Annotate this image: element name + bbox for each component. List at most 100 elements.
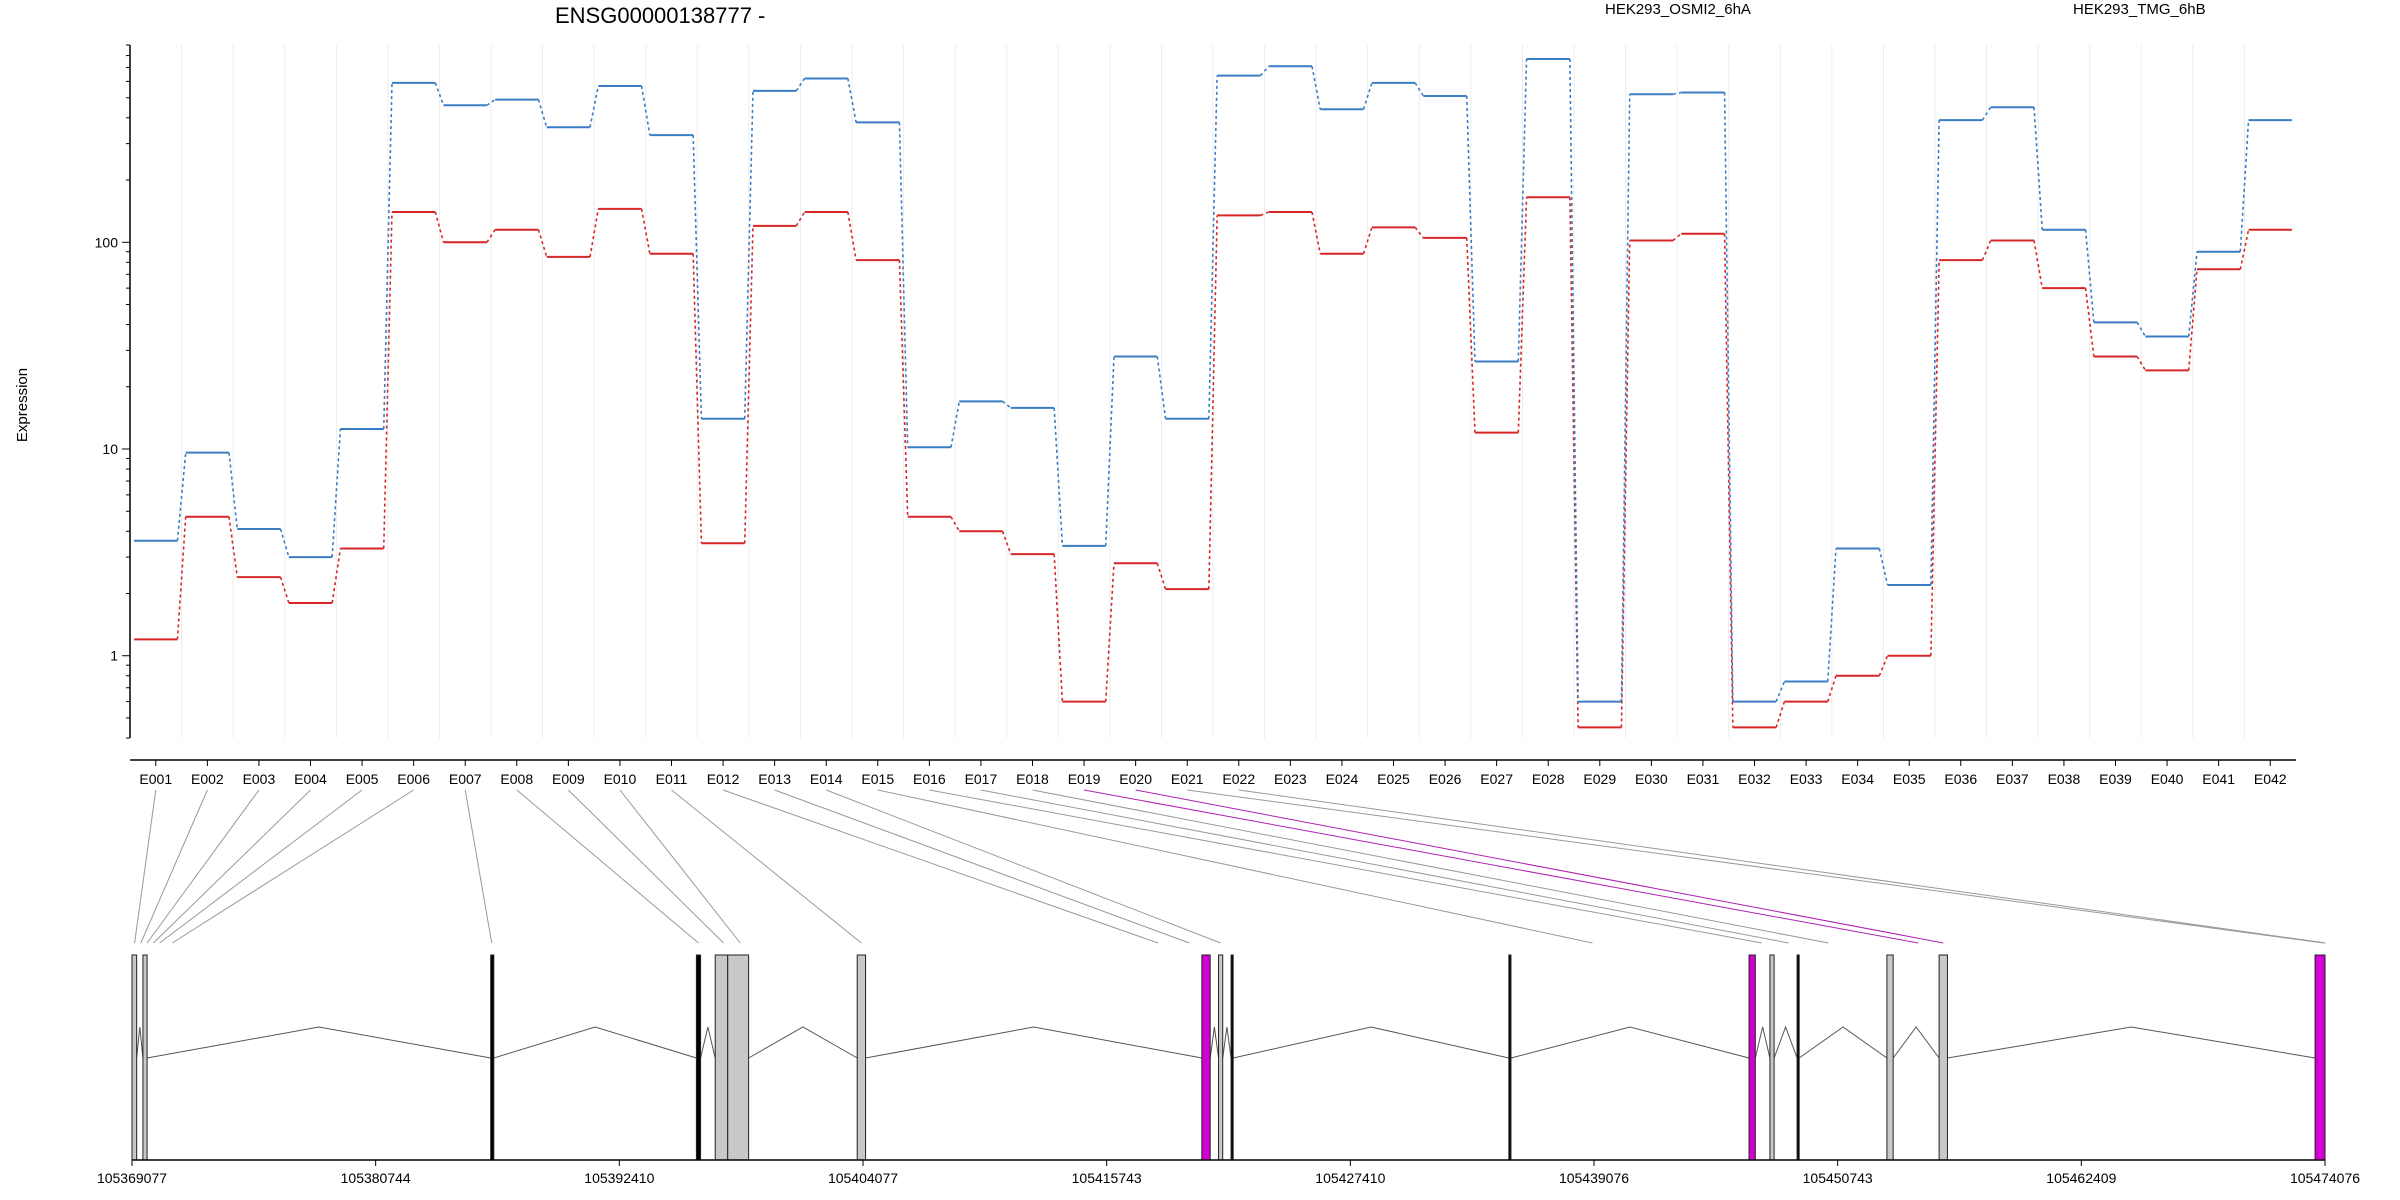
exon-link-line xyxy=(929,789,1762,944)
legend-series-a: HEK293_OSMI2_6hA xyxy=(1605,1,1751,18)
connector-line xyxy=(486,98,496,106)
exon-block xyxy=(1508,954,1512,1161)
chart-title: ENSG00000138777 - xyxy=(555,3,765,28)
exon-link-line xyxy=(464,789,493,944)
connector-line xyxy=(279,528,290,558)
exon-label: E019 xyxy=(1068,771,1101,787)
connector-line xyxy=(1826,675,1837,702)
intron-line xyxy=(493,1026,697,1059)
exon-block xyxy=(1748,954,1756,1161)
intron-line xyxy=(1510,1026,1750,1059)
connector-line xyxy=(640,85,651,136)
exon-label: E021 xyxy=(1171,771,1204,787)
connector-line xyxy=(434,82,445,106)
exon-label: E036 xyxy=(1944,771,1977,787)
exon-label: E028 xyxy=(1532,771,1565,787)
connector-line xyxy=(2187,251,2198,337)
exon-label: E033 xyxy=(1790,771,1823,787)
connector-line xyxy=(1414,226,1425,239)
connector-line xyxy=(1569,58,1579,702)
exon-label: E004 xyxy=(294,771,327,787)
connector-line xyxy=(950,516,960,532)
connector-line xyxy=(1156,563,1167,590)
connector-line xyxy=(1362,82,1373,110)
connector-line xyxy=(1311,66,1322,110)
exon-block xyxy=(142,954,148,1161)
exon-link-line xyxy=(159,789,363,944)
exon-label: E041 xyxy=(2202,771,2235,787)
connector-line xyxy=(2136,321,2147,337)
exon-block xyxy=(856,954,867,1161)
exon-block xyxy=(727,954,750,1161)
intron-line xyxy=(1209,1026,1220,1059)
connector-line xyxy=(589,208,600,257)
intron-line xyxy=(1947,1026,2316,1059)
connector-line xyxy=(1878,655,1889,677)
exon-label: E013 xyxy=(758,771,791,787)
connector-line xyxy=(898,122,909,448)
connector-line xyxy=(950,401,961,448)
connector-line xyxy=(1104,356,1115,546)
exon-link-line xyxy=(516,789,699,944)
exon-label: E002 xyxy=(191,771,224,787)
connector-line xyxy=(1465,237,1476,433)
exon-label: E010 xyxy=(604,771,637,787)
exon-block xyxy=(1938,954,1948,1161)
exon-block xyxy=(1796,954,1800,1161)
connector-line xyxy=(640,208,651,254)
exon-link-line xyxy=(153,789,311,944)
exon-label: E007 xyxy=(449,771,482,787)
intron-line xyxy=(1892,1026,1940,1059)
exon-label: E042 xyxy=(2254,771,2287,787)
connector-line xyxy=(1878,548,1889,586)
exon-label: E015 xyxy=(861,771,894,787)
connector-line xyxy=(1569,197,1579,728)
connector-line xyxy=(486,229,496,243)
exon-label: E026 xyxy=(1429,771,1462,787)
connector-line xyxy=(1775,681,1786,702)
exon-label: E022 xyxy=(1222,771,1255,787)
connector-line xyxy=(537,229,548,258)
exon-link-lines xyxy=(134,789,2326,944)
connector-line xyxy=(1775,701,1786,728)
exon-link-line xyxy=(1135,789,1944,944)
exon-block xyxy=(1230,954,1234,1161)
connector-line xyxy=(2239,120,2250,252)
exon-label: E037 xyxy=(1996,771,2029,787)
y-tick-label: 1 xyxy=(110,648,118,664)
intron-line xyxy=(1773,1025,1798,1059)
connector-line xyxy=(692,253,703,544)
exon-label: E006 xyxy=(397,771,430,787)
exon-label: E040 xyxy=(2151,771,2184,787)
exon-link-line xyxy=(877,789,1593,944)
connector-line xyxy=(1723,233,1734,728)
connector-line xyxy=(279,576,290,604)
connector-line xyxy=(176,516,187,640)
genomic-tick-label: 105450743 xyxy=(1803,1170,1873,1186)
series-b xyxy=(134,58,2292,703)
exon-block xyxy=(131,954,138,1161)
connector-line xyxy=(847,78,857,123)
connector-line xyxy=(1259,65,1270,77)
exon-label: E032 xyxy=(1738,771,1771,787)
series-a xyxy=(134,196,2292,729)
exon-link-line xyxy=(826,789,1221,944)
intron-line xyxy=(1222,1026,1232,1059)
intron-line xyxy=(700,1026,716,1059)
exon-link-line xyxy=(140,789,208,944)
exon-label: E039 xyxy=(2099,771,2132,787)
intron-line xyxy=(147,1026,491,1059)
intron-line xyxy=(865,1026,1202,1059)
connector-line xyxy=(589,85,600,128)
exon-label: E014 xyxy=(810,771,843,787)
connector-line xyxy=(1826,548,1837,682)
genomic-tick-label: 105380744 xyxy=(341,1170,411,1186)
exon-link-line xyxy=(146,789,260,944)
exon-link-line xyxy=(171,789,414,944)
connector-line xyxy=(1465,95,1476,362)
exon-link-line xyxy=(1238,789,2326,944)
connector-line xyxy=(1672,233,1682,242)
connector-line xyxy=(898,260,909,517)
exon-link-line xyxy=(1083,789,1919,944)
connector-line xyxy=(1311,211,1322,254)
